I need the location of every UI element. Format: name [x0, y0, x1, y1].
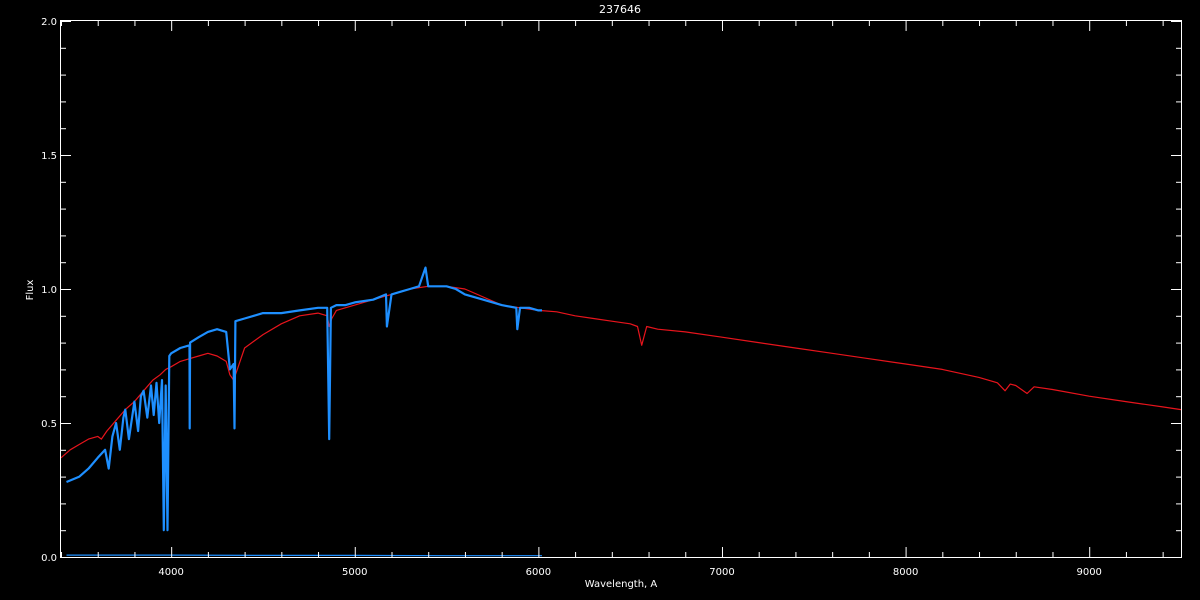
plot-frame	[60, 20, 1182, 558]
y-tick-label: 0.0	[41, 553, 57, 564]
chart-title: 237646	[599, 3, 641, 16]
y-tick-label: 1.5	[41, 151, 57, 162]
x-axis-label: Wavelength, A	[585, 579, 658, 590]
plot-area	[60, 266, 1182, 557]
y-axis-label: Flux	[25, 280, 36, 301]
y-tick-label: 0.5	[41, 419, 57, 430]
x-tick-label: 4000	[158, 567, 183, 578]
series-line-3	[66, 554, 542, 557]
x-tick-label: 5000	[342, 567, 367, 578]
axis-ticks: 4000 5000 6000 7000 8000 9000 0.0 0.5 1.0 1.5 2.0	[41, 17, 1181, 578]
x-tick-label: 6000	[526, 567, 551, 578]
y-tick-label: 2.0	[41, 17, 57, 28]
x-tick-label: 7000	[709, 567, 734, 578]
x-tick-label: 9000	[1076, 567, 1101, 578]
x-tick-label: 8000	[893, 567, 918, 578]
y-tick-label: 1.0	[41, 285, 57, 296]
series-line-2	[66, 266, 542, 532]
